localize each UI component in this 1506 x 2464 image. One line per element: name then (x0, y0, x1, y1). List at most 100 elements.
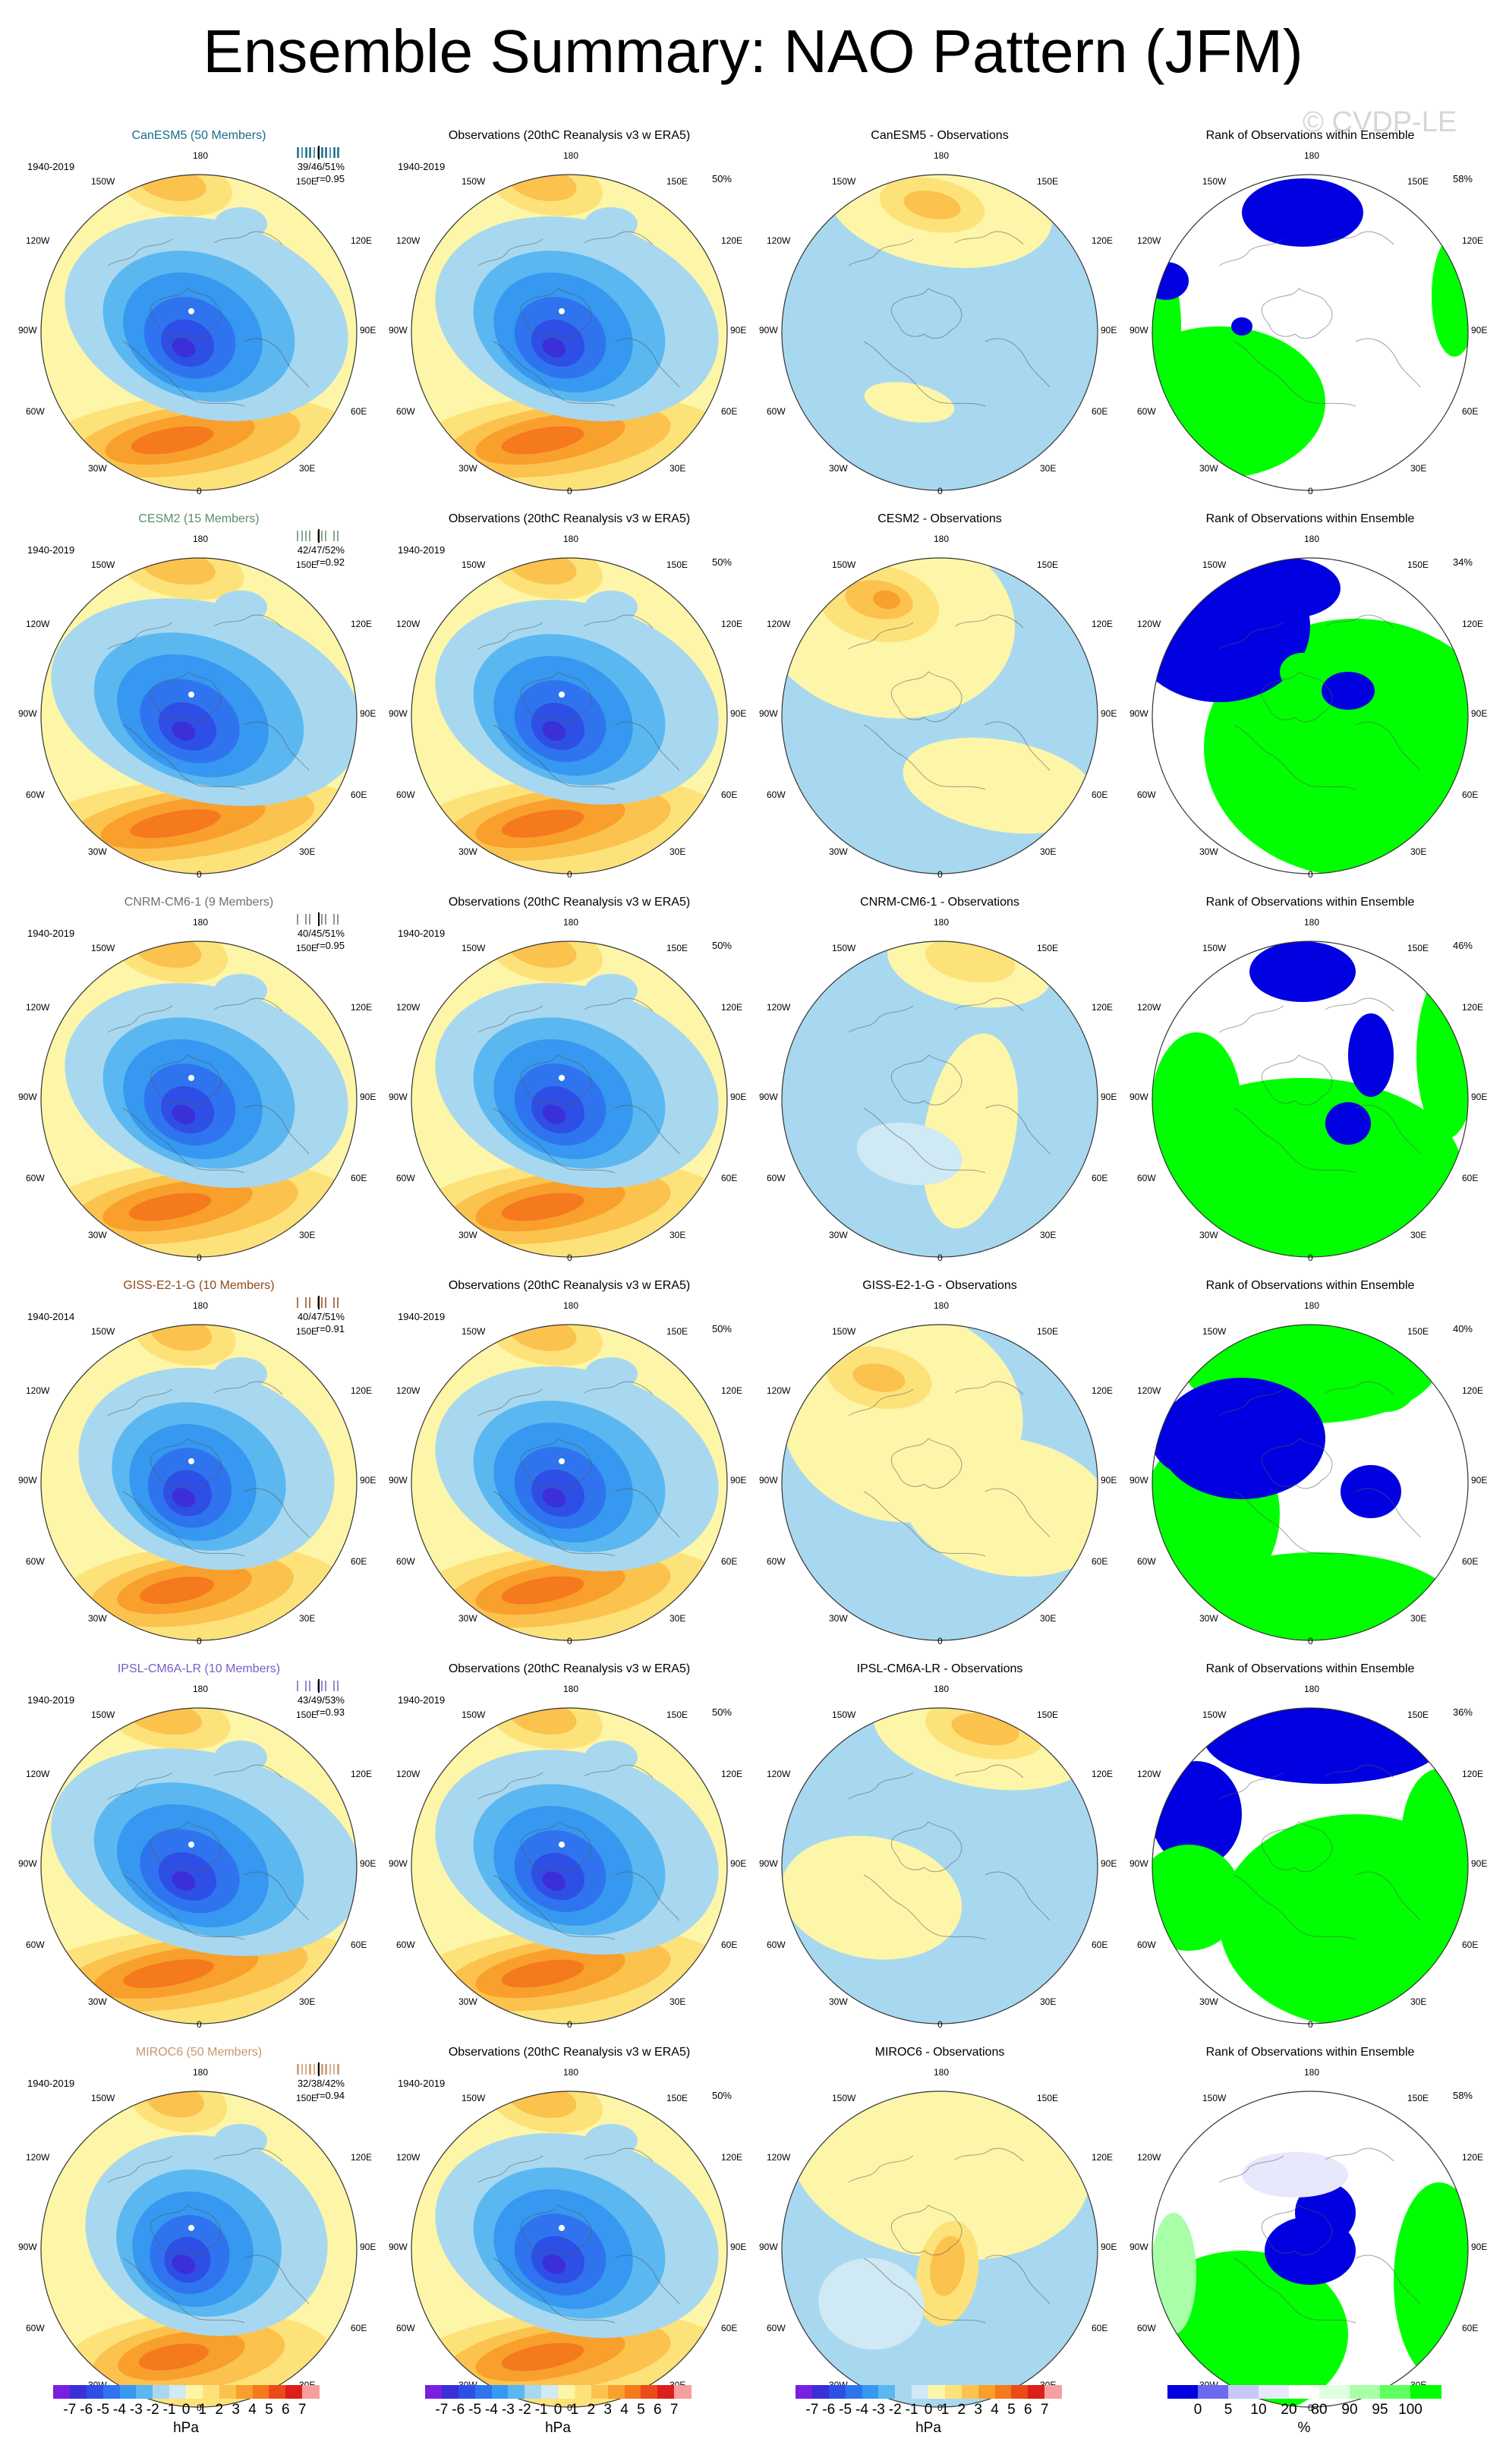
coastline (863, 341, 986, 407)
colorbar-tick: -7 (435, 2402, 449, 2418)
colorbar-tick: 5 (1224, 2402, 1233, 2418)
map-border (781, 2091, 1098, 2408)
pacific-negative (584, 2124, 638, 2157)
coastline (477, 238, 543, 266)
colorbar-swatch (591, 2385, 609, 2399)
longitude-label-e90: 90E (1101, 1475, 1117, 1486)
coastline (244, 1871, 310, 1921)
negative-core (542, 1871, 566, 1891)
colorbar-tick: 4 (248, 2402, 257, 2418)
longitude-label-e150: 150E (296, 559, 318, 570)
longitude-label-w150: 150W (91, 1326, 115, 1337)
colorbar-swatch (1350, 2385, 1381, 2399)
longitude-label-e30: 30E (670, 463, 686, 474)
longitude-label-e60: 60E (1462, 2323, 1479, 2333)
colorbar-tick: 7 (298, 2402, 307, 2418)
longitude-label-e90: 90E (1471, 325, 1488, 336)
longitude-label-e150: 150E (666, 559, 688, 570)
stats-correlation: r=0.95 (316, 173, 345, 184)
coastline (890, 1821, 963, 1873)
longitude-label-e90: 90E (360, 325, 376, 336)
pole-marker (559, 1075, 565, 1081)
longitude-label-top: 180 (563, 1300, 579, 1311)
coastline (985, 721, 1051, 771)
longitude-label-e30: 30E (670, 1230, 686, 1240)
longitude-label-w30: 30W (829, 463, 848, 474)
longitude-label-w90: 90W (759, 325, 778, 336)
longitude-label-w30: 30W (829, 1996, 848, 2007)
coastline (477, 1005, 543, 1033)
observations-panel: Observations (20thC Reanalysis v3 w ERA5… (387, 881, 751, 1263)
coastline (863, 724, 986, 790)
colorbar-swatch (202, 2385, 220, 2399)
difference-map (781, 174, 1098, 491)
negative-core (542, 338, 566, 358)
colorbar-tick: 0 (924, 2402, 933, 2418)
negative-core (172, 338, 196, 358)
coastline (1261, 1054, 1333, 1106)
colorbar-swatch (86, 2385, 104, 2399)
colorbar-tick: 2 (957, 2402, 966, 2418)
longitude-label-w150: 150W (462, 1326, 486, 1337)
colorbar-tick: -4 (113, 2402, 126, 2418)
longitude-label-e90: 90E (1101, 708, 1117, 719)
model-map (40, 941, 358, 1258)
coastline (1233, 724, 1356, 790)
longitude-label-w150: 150W (832, 943, 856, 953)
negative-core (542, 721, 566, 741)
colorbar-swatch (641, 2385, 658, 2399)
coastline (244, 338, 310, 388)
longitude-label-e120: 120E (721, 1385, 743, 1396)
longitude-label-top: 180 (563, 917, 579, 928)
longitude-label-bottom: 0 (1308, 2019, 1313, 2030)
model-title: CNRM-CM6-1 (9 Members) (124, 896, 274, 909)
colorbar-swatch (944, 2385, 963, 2399)
positive-core (501, 1576, 584, 1605)
difference-panel: CESM2 - Observations 180 150W 150E 120W 120E 9… (758, 497, 1122, 880)
difference-anomaly (903, 737, 1098, 834)
colorbar-tick: 7 (1040, 2402, 1049, 2418)
observations-title: Observations (20thC Reanalysis v3 w ERA5… (448, 129, 691, 142)
longitude-label-e120: 120E (1092, 1769, 1114, 1779)
colorbar-swatch (796, 2385, 813, 2399)
longitude-label-w60: 60W (767, 1556, 786, 1567)
longitude-label-bottom: 0 (937, 2403, 943, 2413)
longitude-label-w30: 30W (1199, 1996, 1218, 2007)
colorbar-swatch (811, 2385, 830, 2399)
negative-core (172, 1871, 196, 1891)
longitude-label-e150: 150E (1037, 2093, 1059, 2103)
colorbar-swatch (285, 2385, 303, 2399)
coastline (107, 2155, 173, 2183)
coastline (584, 1764, 654, 1779)
map-border (40, 941, 358, 1258)
pattern-stats: 40/47/51% r=0.91 (298, 1311, 345, 1335)
longitude-label-e60: 60E (1092, 1173, 1108, 1183)
stats-percentiles: 43/49/53% (297, 1694, 345, 1706)
colorbar-tick: -4 (485, 2402, 498, 2418)
longitude-label-w90: 90W (759, 1092, 778, 1102)
coastline (493, 1108, 616, 1174)
coastline (954, 231, 1024, 245)
difference-anomaly (903, 191, 961, 219)
longitude-label-bottom: 0 (197, 2019, 202, 2030)
longitude-label-e120: 120E (1092, 619, 1114, 629)
coastline (477, 622, 543, 650)
colorbar-tick: 2 (587, 2402, 596, 2418)
longitude-label-e90: 90E (730, 2242, 747, 2252)
longitude-label-e120: 120E (721, 1002, 743, 1013)
pole-marker (188, 308, 194, 314)
observations-title: Observations (20thC Reanalysis v3 w ERA5… (448, 1279, 691, 1292)
model-title: IPSL-CM6A-LR (10 Members) (117, 1662, 281, 1675)
coastline (1233, 1491, 1356, 1557)
map-border (40, 1324, 358, 1641)
coastline (848, 1005, 914, 1033)
colorbar-tick: 95 (1372, 2402, 1388, 2418)
model-title: CanESM5 (50 Members) (131, 129, 266, 142)
colorbar-swatch (153, 2385, 170, 2399)
longitude-label-w120: 120W (1137, 619, 1161, 629)
coastline (107, 1388, 173, 1416)
longitude-label-e30: 30E (670, 1613, 686, 1624)
coastline (1355, 2254, 1421, 2305)
coastline (1233, 2258, 1356, 2324)
colorbar-difference: -7 -6 -5 -4 -3 -2 -1 0 1 2 3 4 5 6 7 hPa (796, 2379, 1062, 2447)
